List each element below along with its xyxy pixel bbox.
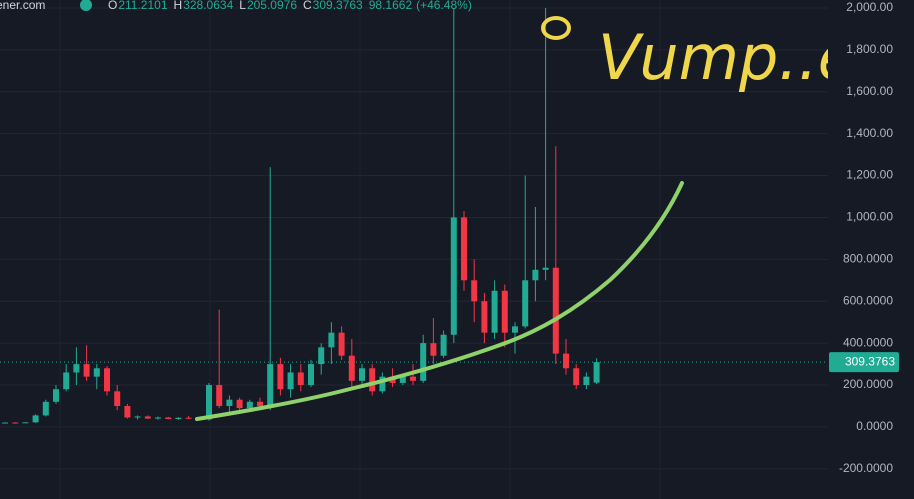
last-price-label: 309.3763 xyxy=(845,354,895,368)
candle-body xyxy=(308,364,314,386)
candle-body xyxy=(73,364,80,373)
candle-body xyxy=(22,422,29,424)
candle-body xyxy=(277,364,284,390)
y-tick-label: 2,000.00 xyxy=(846,0,893,14)
y-tick-label: 200.0000 xyxy=(843,377,893,391)
ohlc-key: H xyxy=(174,0,183,12)
candle-body xyxy=(328,332,335,348)
candle-body xyxy=(379,376,386,392)
candle-body xyxy=(399,376,406,383)
candle-body xyxy=(583,376,590,386)
candle-body xyxy=(552,267,559,354)
candle-body xyxy=(522,280,529,327)
candle-body xyxy=(124,405,131,418)
candle-body xyxy=(501,290,508,333)
candle-body xyxy=(318,347,325,365)
change: 98.1662 xyxy=(369,0,413,12)
hand-drawn-curve xyxy=(195,181,684,421)
y-tick-label: 1,000.00 xyxy=(846,210,893,224)
candle-body xyxy=(348,355,355,381)
candle-body xyxy=(359,368,365,381)
candle-body xyxy=(338,332,345,356)
candle-body xyxy=(12,422,19,424)
grid xyxy=(0,7,828,470)
candle-body xyxy=(226,399,233,406)
candle-body xyxy=(32,415,39,423)
y-tick-label: -200.0000 xyxy=(839,461,893,475)
candle-body xyxy=(440,334,447,356)
candle-body xyxy=(93,368,100,377)
ohlc-value: 211.2101 xyxy=(118,0,167,12)
candle-body xyxy=(267,364,274,406)
header: ener.com O 211.2101 H 328.0634 L 205.0976 C 309… xyxy=(0,0,472,12)
candle-body xyxy=(369,368,376,392)
candle-body xyxy=(2,422,8,424)
candle-body xyxy=(134,416,141,418)
y-tick-label: 800.0000 xyxy=(843,252,893,266)
change-pct: (+46.48%) xyxy=(416,0,472,12)
candle-body xyxy=(165,417,172,419)
ohlc-value: 205.0976 xyxy=(247,0,297,12)
candle-body xyxy=(450,217,457,335)
vertical-grid xyxy=(59,0,661,499)
candle-body xyxy=(53,389,59,402)
candle-body xyxy=(144,416,151,419)
candle-body xyxy=(481,301,488,333)
candle-body xyxy=(216,385,223,406)
candle-body xyxy=(175,417,182,419)
y-tick-label: 1,800.00 xyxy=(846,42,893,56)
y-tick-label: 1,200.00 xyxy=(846,168,893,182)
candle-body xyxy=(257,401,263,406)
candle-body xyxy=(512,326,518,333)
status-dot xyxy=(80,0,92,11)
candle-body xyxy=(573,368,580,386)
y-tick-label: 1,400.00 xyxy=(846,126,893,140)
axis-background xyxy=(828,0,914,499)
last-price-box xyxy=(829,352,899,373)
candle-body xyxy=(42,401,49,416)
candle-body xyxy=(246,401,253,409)
hand-drawn-circle xyxy=(541,16,571,40)
candle-body xyxy=(491,290,498,333)
price-axis: 2,000.00 1,800.00 1,600.00 1,400.00 1,200.00… xyxy=(828,0,914,499)
ohlc-value: 328.0634 xyxy=(183,0,233,12)
candle-body xyxy=(206,385,212,420)
candle-body xyxy=(287,372,294,390)
candle-body xyxy=(297,372,304,386)
candle-body xyxy=(430,343,437,356)
candle-body xyxy=(185,417,192,419)
candle-body xyxy=(461,217,467,281)
candle-body xyxy=(420,343,427,381)
candle-body xyxy=(83,364,90,377)
candles xyxy=(2,7,600,424)
candle-body xyxy=(104,368,110,392)
ohlc-key: L xyxy=(239,0,246,12)
symbol: ener.com xyxy=(0,0,45,12)
candle-body xyxy=(114,391,121,406)
y-tick-label: 400.0000 xyxy=(843,335,893,349)
candle-body xyxy=(471,280,478,302)
candle-body xyxy=(410,376,416,381)
ohlc-key: O xyxy=(108,0,117,12)
y-tick-label: 0.0000 xyxy=(856,419,893,433)
candle-body xyxy=(155,417,161,419)
y-tick-label: 1,600.00 xyxy=(846,84,893,98)
candle-body xyxy=(532,269,539,281)
y-tick-label: 600.0000 xyxy=(843,293,893,307)
candle-body xyxy=(542,267,549,270)
ohlc-key: C xyxy=(303,0,312,12)
candle-body xyxy=(236,399,243,409)
ohlc-value: 309.3763 xyxy=(313,0,363,12)
candle-body xyxy=(63,372,70,390)
candle-body xyxy=(563,353,569,369)
candle-body xyxy=(593,362,600,383)
